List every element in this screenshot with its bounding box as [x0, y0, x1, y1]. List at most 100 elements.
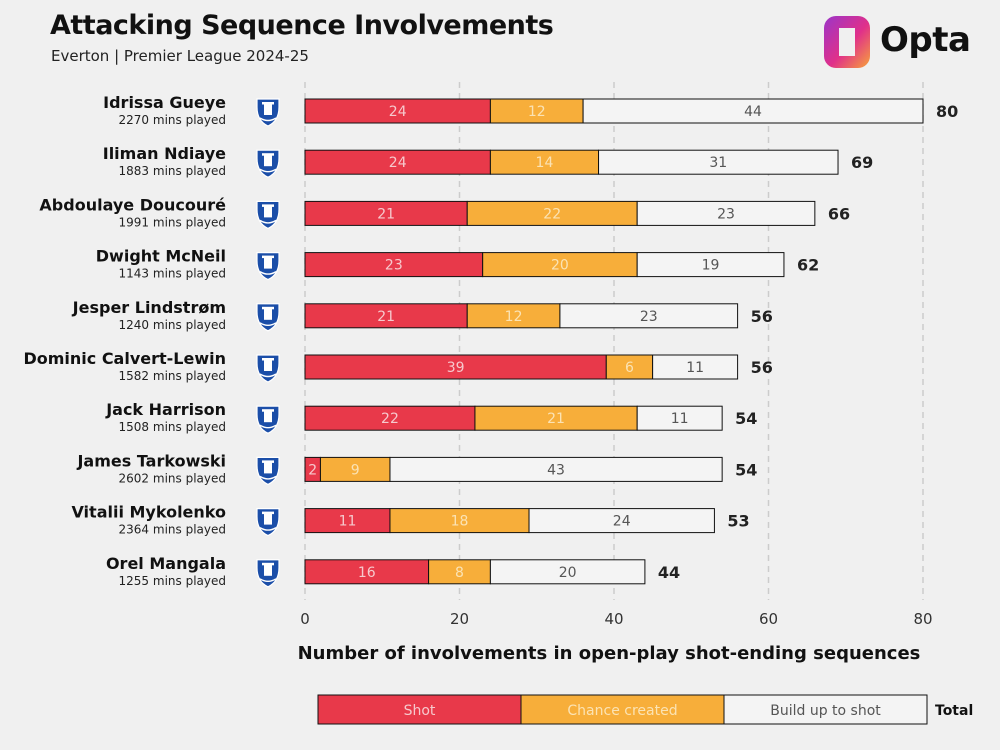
legend-total-label: Total [935, 703, 973, 719]
bar-segment-build-up [582, 98, 924, 124]
x-tick-label: 0 [300, 610, 310, 628]
legend-swatch-chance-created [520, 694, 725, 725]
player-minutes: 2364 mins played [119, 523, 226, 537]
player-name: Abdoulaye Doucouré [39, 195, 226, 214]
bar-segment-build-up [559, 303, 739, 329]
bar-segment-label: 11 [686, 360, 704, 376]
player-name: Idrissa Gueye [103, 93, 226, 112]
everton-crest-icon [256, 456, 280, 486]
bar-segment-build-up [389, 456, 723, 482]
bar-segment-label: 12 [505, 309, 523, 325]
bar-segment-label: 18 [451, 514, 469, 530]
bar-segment-shot [304, 200, 468, 226]
bar-total-label: 54 [735, 460, 757, 479]
opta-logo: Opta [822, 14, 971, 70]
bar-segment-shot [304, 405, 476, 431]
bar-segment-label: 20 [559, 565, 577, 581]
bar-segment-label: 6 [625, 360, 634, 376]
bar-segment-chance-created [489, 149, 600, 175]
bar-segment-label: 12 [528, 104, 546, 120]
bar-segment-shot [304, 508, 391, 534]
player-minutes: 1255 mins played [119, 574, 226, 588]
bar-segment-label: 14 [536, 155, 554, 171]
player-name: Orel Mangala [106, 554, 226, 573]
x-tick-label: 60 [759, 610, 778, 628]
bar-total-label: 56 [751, 307, 773, 326]
player-minutes: 1883 mins played [119, 164, 226, 178]
bar-segment-chance-created [482, 252, 638, 278]
player-minutes: 1240 mins played [119, 318, 226, 332]
player-name: James Tarkowski [76, 451, 226, 470]
bar-segment-label: 11 [339, 514, 357, 530]
chart-subtitle: Everton | Premier League 2024-25 [51, 47, 309, 65]
legend-swatch-build-up [723, 694, 928, 725]
bar-total-label: 66 [828, 204, 850, 223]
legend-label: Shot [404, 703, 436, 719]
bar-segment-chance-created [466, 303, 561, 329]
bar-total-label: 62 [797, 256, 819, 275]
bar-segment-label: 16 [358, 565, 376, 581]
bar-segment-chance-created [389, 508, 530, 534]
bar-segment-label: 19 [702, 258, 720, 274]
bar-total-label: 80 [936, 102, 958, 121]
brand-name: Opta [880, 20, 971, 60]
player-name: Vitalii Mykolenko [71, 503, 226, 522]
everton-crest-icon [256, 405, 280, 434]
bar-segment-label: 8 [455, 565, 464, 581]
player-minutes: 1582 mins played [119, 369, 226, 383]
bar-segment-shot [304, 252, 484, 278]
bar-segment-label: 20 [551, 258, 569, 274]
bar-segment-chance-created [605, 354, 654, 380]
bar-segment-label: 24 [389, 104, 407, 120]
player-minutes: 2602 mins played [119, 471, 226, 485]
bar-total-label: 56 [751, 358, 773, 377]
everton-crest-icon [256, 200, 280, 230]
bar-segment-build-up [652, 354, 739, 380]
bar-segment-label: 22 [381, 411, 399, 427]
x-tick-label: 20 [450, 610, 469, 628]
player-name: Dominic Calvert-Lewin [23, 349, 226, 368]
bar-segment-build-up [636, 405, 723, 431]
legend-label: Chance created [567, 703, 677, 719]
bar-segment-label: 21 [377, 309, 395, 325]
player-name: Jack Harrison [105, 400, 226, 419]
player-minutes: 2270 mins played [119, 113, 226, 127]
player-name: Dwight McNeil [96, 247, 226, 266]
bar-segment-label: 23 [717, 206, 735, 222]
bar-segment-label: 31 [709, 155, 727, 171]
bar-segment-chance-created [428, 559, 491, 585]
bar-segment-shot [304, 303, 468, 329]
player-minutes: 1143 mins played [119, 267, 226, 281]
everton-crest-icon [256, 559, 280, 588]
legend-label: Build up to shot [770, 703, 881, 719]
bar-segment-chance-created [319, 456, 391, 482]
bar-segment-label: 9 [351, 462, 360, 478]
bar-segment-label: 24 [613, 514, 631, 530]
everton-crest-icon [256, 507, 280, 537]
bar-segment-label: 21 [377, 206, 395, 222]
bar-segment-build-up [598, 149, 839, 175]
bar-segment-build-up [489, 559, 646, 585]
player-minutes: 1991 mins played [119, 215, 226, 229]
everton-crest-icon [256, 303, 280, 332]
bar-segment-label: 44 [744, 104, 762, 120]
bar-segment-label: 21 [547, 411, 565, 427]
bar-segment-label: 43 [547, 462, 565, 478]
bar-segment-label: 24 [389, 155, 407, 171]
x-axis-title: Number of involvements in open-play shot… [298, 643, 921, 664]
bar-total-label: 54 [735, 409, 757, 428]
bar-segment-label: 23 [640, 309, 658, 325]
bar-segment-chance-created [466, 200, 638, 226]
bar-segment-build-up [528, 508, 715, 534]
bar-total-label: 53 [727, 512, 749, 531]
everton-crest-icon [256, 354, 280, 383]
legend-swatch-shot [317, 694, 522, 725]
bar-segment-label: 23 [385, 258, 403, 274]
bar-segment-label: 2 [308, 462, 317, 478]
bar-segment-label: 11 [671, 411, 689, 427]
everton-crest-icon [256, 98, 280, 127]
bar-segment-build-up [636, 252, 785, 278]
bar-segment-shot [304, 98, 491, 124]
everton-crest-icon [256, 149, 280, 178]
